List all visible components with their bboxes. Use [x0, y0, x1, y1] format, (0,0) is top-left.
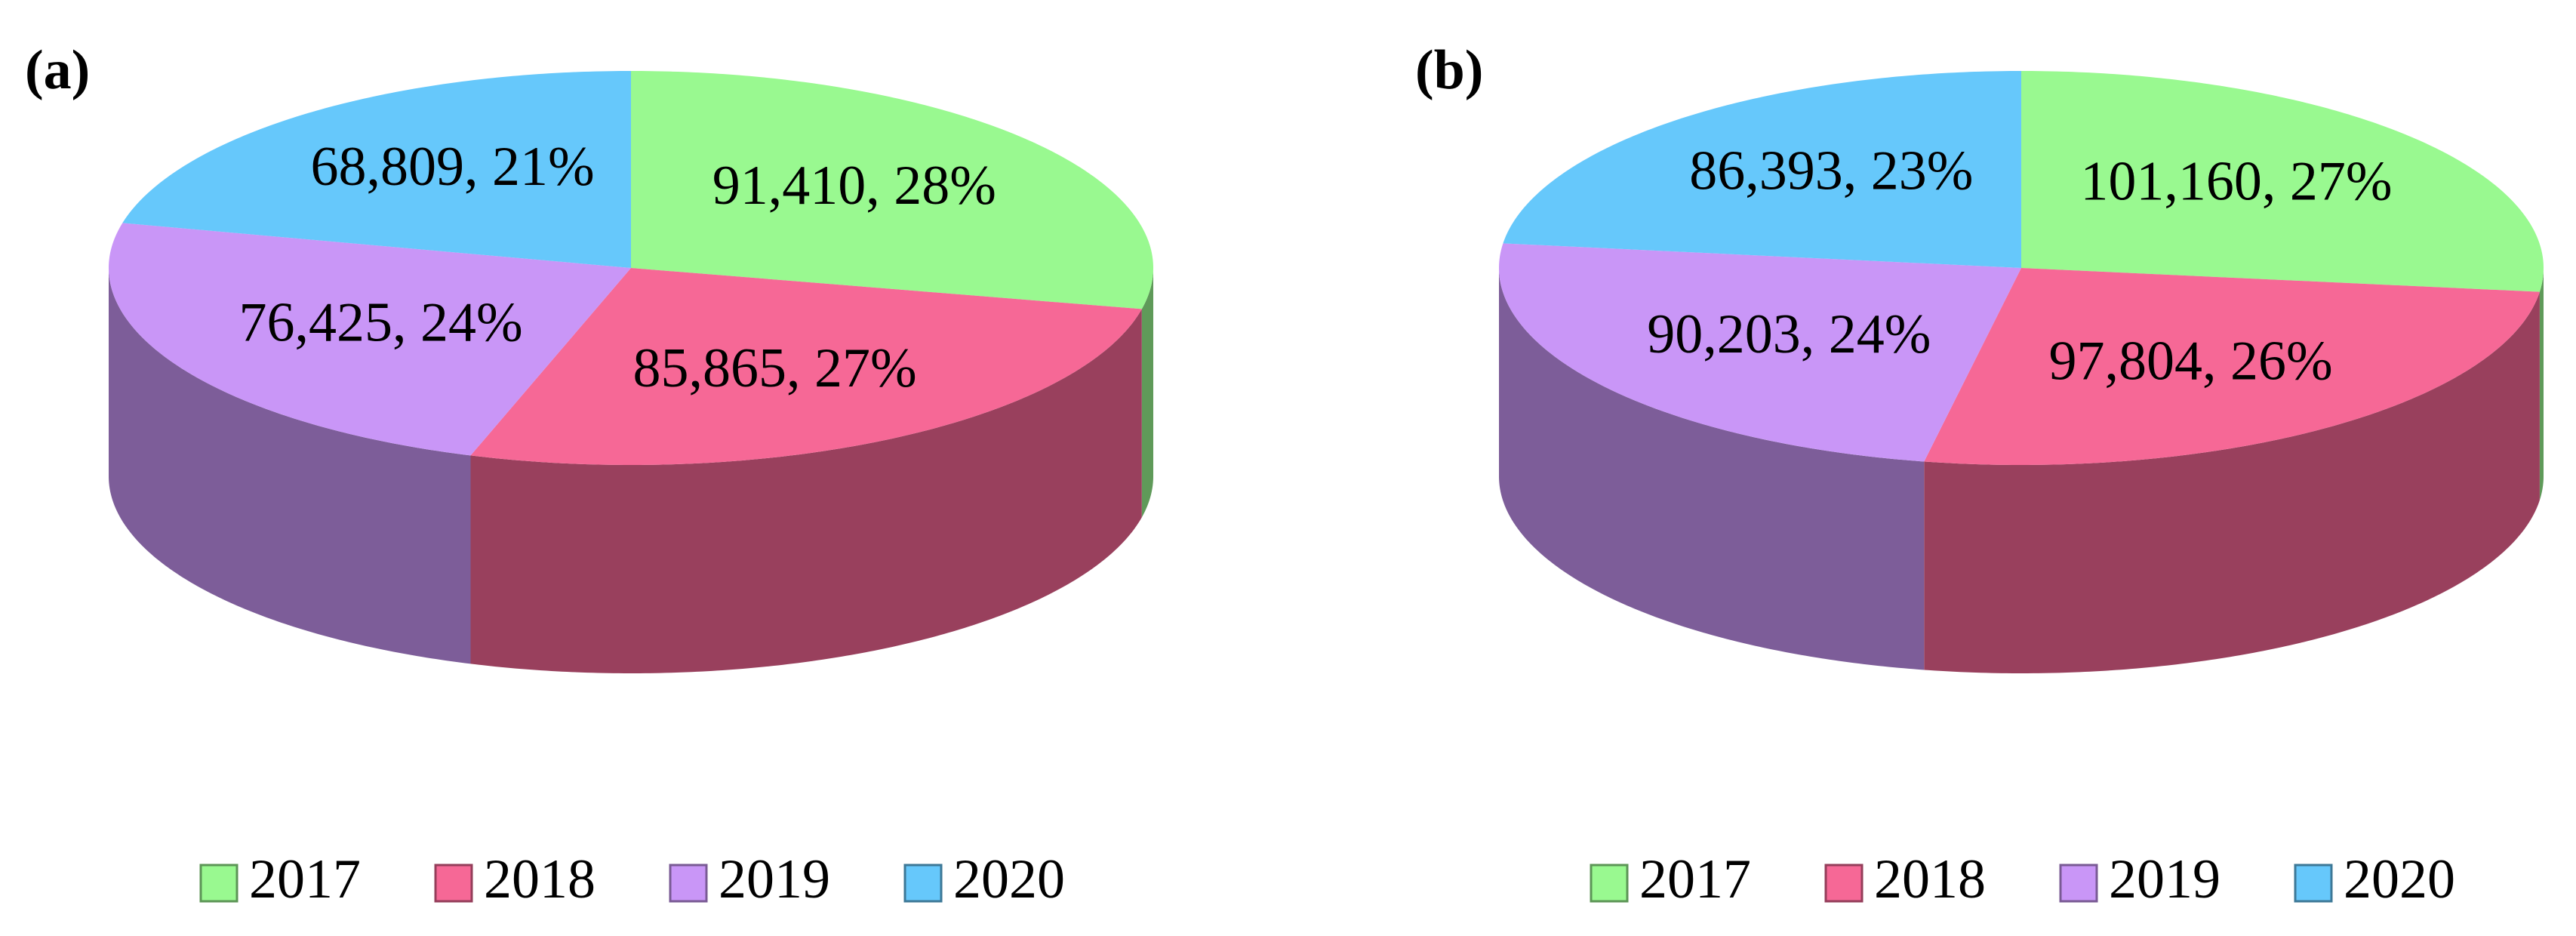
slice [1924, 268, 2540, 465]
legend-swatch [903, 864, 943, 903]
slice [2021, 71, 2544, 292]
data-label: 76,425, 24% [239, 292, 523, 354]
legend-label: 2019 [719, 848, 830, 910]
legend-label: 2019 [2109, 848, 2221, 910]
data-label: 101,160, 27% [2080, 151, 2392, 213]
slice-side [470, 309, 1142, 673]
legend-swatch [434, 864, 473, 903]
slice-side [109, 268, 471, 664]
chart-title: (a) [25, 39, 90, 101]
legend-label: 2017 [1639, 848, 1751, 910]
data-label: 91,410, 28% [712, 155, 996, 217]
slice [631, 71, 1153, 309]
slice [1503, 71, 2021, 268]
slice-side [1499, 268, 1925, 670]
legend-label: 2020 [953, 848, 1065, 910]
legend-label: 2018 [484, 848, 596, 910]
slice-side [1141, 268, 1153, 518]
legend-label: 2017 [249, 848, 361, 910]
legend-swatch [1590, 864, 1629, 903]
data-label: 97,804, 26% [2048, 331, 2332, 393]
legend-label: 2020 [2344, 848, 2455, 910]
slice-side [1924, 291, 2540, 673]
data-label: 85,865, 27% [632, 337, 916, 399]
slice [1499, 243, 2021, 462]
slice [122, 71, 632, 268]
slice [109, 223, 631, 456]
legend-swatch [199, 864, 239, 903]
legend-swatch [1824, 864, 1864, 903]
data-label: 90,203, 24% [1647, 303, 1931, 365]
slice-side [2539, 268, 2544, 500]
legend-swatch [2059, 864, 2098, 903]
legend-swatch [669, 864, 708, 903]
legend-swatch [2294, 864, 2333, 903]
data-label: 86,393, 23% [1689, 140, 1973, 202]
slice [470, 268, 1142, 465]
legend-label: 2018 [1874, 848, 1986, 910]
chart-title: (b) [1415, 39, 1483, 101]
data-label: 68,809, 21% [310, 136, 594, 198]
